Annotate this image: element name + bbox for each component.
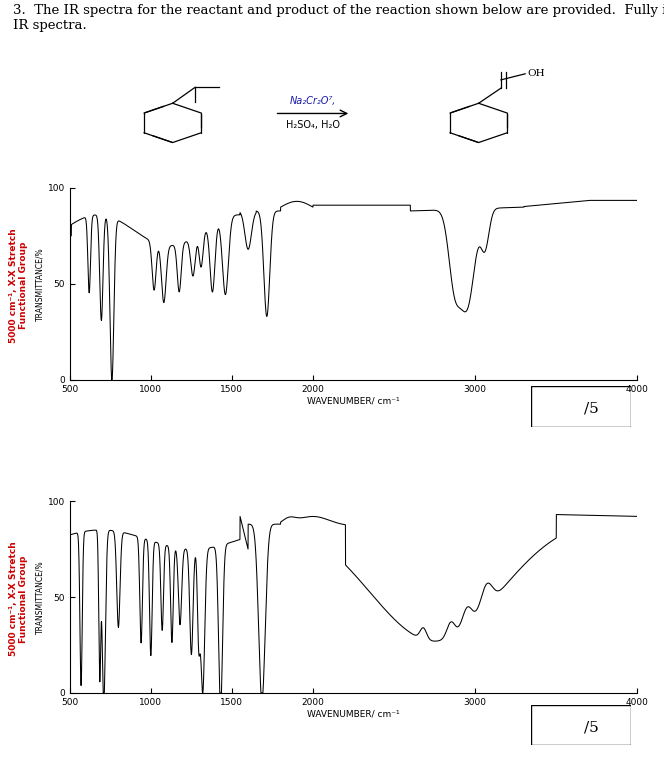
Text: OH: OH [527,69,544,78]
Y-axis label: TRANSMITTANCE/%: TRANSMITTANCE/% [36,247,45,321]
X-axis label: WAVENUMBER/ cm⁻¹: WAVENUMBER/ cm⁻¹ [307,709,400,719]
Text: H₂SO₄, H₂O: H₂SO₄, H₂O [286,120,340,130]
Text: 5000 cm⁻¹, X-X Stretch
Functional Group: 5000 cm⁻¹, X-X Stretch Functional Group [9,229,29,343]
Text: Na₂Cr₂O⁷,: Na₂Cr₂O⁷, [290,96,336,106]
Text: 3.  The IR spectra for the reactant and product of the reaction shown below are : 3. The IR spectra for the reactant and p… [13,4,664,32]
Text: 5000 cm⁻¹, X-X Stretch
Functional Group: 5000 cm⁻¹, X-X Stretch Functional Group [9,542,29,656]
X-axis label: WAVENUMBER/ cm⁻¹: WAVENUMBER/ cm⁻¹ [307,396,400,406]
Text: /5: /5 [584,402,598,416]
Y-axis label: TRANSMITTANCE/%: TRANSMITTANCE/% [36,560,45,634]
Text: /5: /5 [584,720,598,734]
